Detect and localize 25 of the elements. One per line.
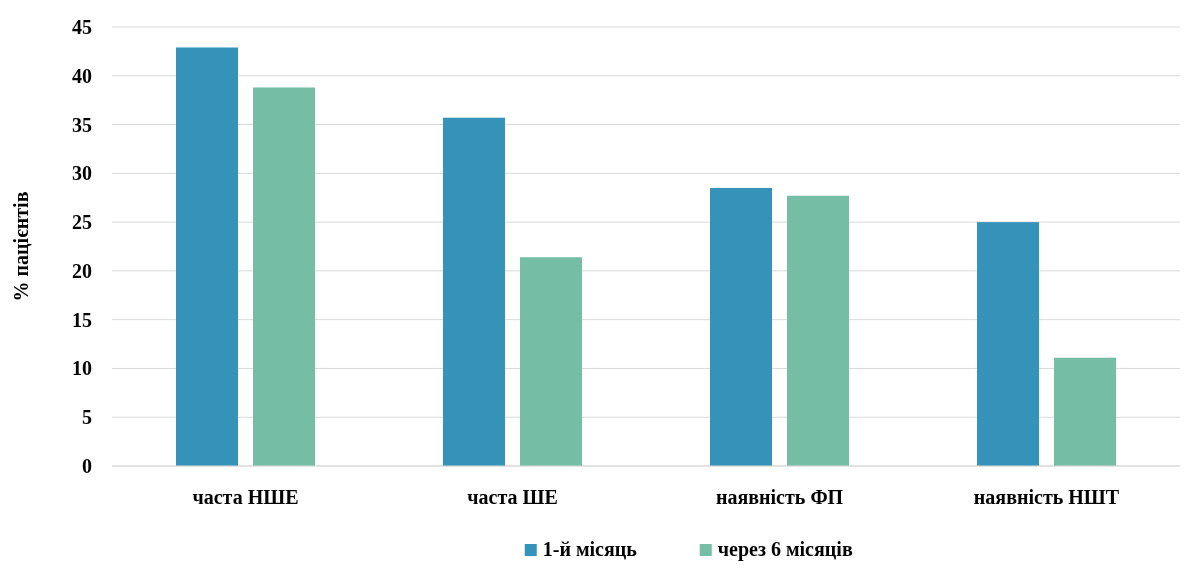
- bar: [176, 47, 238, 466]
- y-tick-label: 35: [72, 113, 92, 136]
- y-tick-label: 20: [72, 259, 92, 282]
- bar: [443, 117, 505, 466]
- bar: [520, 257, 582, 466]
- x-tick-label: часта НШЕ: [192, 486, 299, 508]
- y-axis-title: % пацієнтів: [10, 191, 32, 302]
- bar: [1054, 357, 1116, 466]
- y-tick-label: 0: [82, 455, 92, 477]
- y-tick-label: 30: [72, 162, 92, 185]
- y-tick-label: 5: [82, 406, 92, 429]
- x-tick-label: наявність ФП: [715, 486, 844, 508]
- y-tick-label: 15: [72, 308, 92, 331]
- legend-label: 1-й місяць: [542, 538, 638, 560]
- x-tick-label: часта ШЕ: [467, 486, 558, 508]
- bar: [977, 222, 1039, 466]
- y-tick-label: 10: [72, 357, 92, 380]
- legend-label: через 6 місяців: [717, 538, 853, 561]
- x-tick-label: наявність НШТ: [973, 486, 1120, 508]
- y-tick-label: 40: [72, 64, 92, 87]
- y-tick-label: 25: [72, 211, 92, 234]
- bar: [787, 195, 849, 466]
- bar: [710, 187, 772, 466]
- bar: [253, 87, 315, 466]
- y-tick-label: 45: [72, 16, 92, 38]
